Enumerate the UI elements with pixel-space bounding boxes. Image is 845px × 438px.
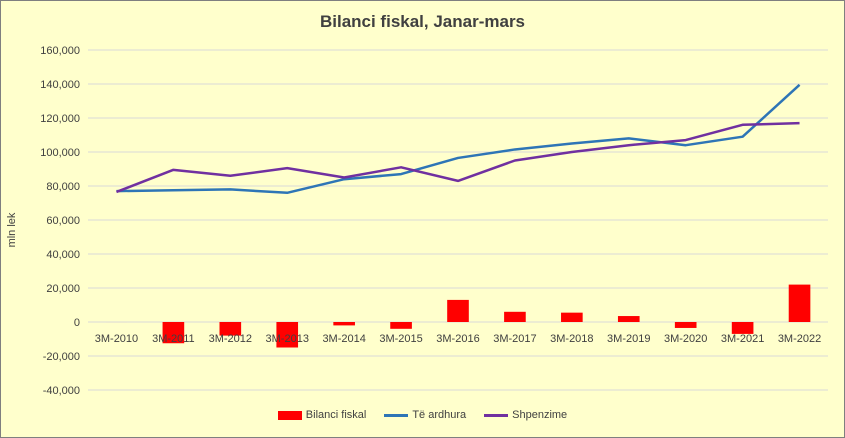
y-tick-label: 60,000 [46, 215, 80, 227]
y-tick-label: 120,000 [40, 113, 80, 125]
x-tick-label: 3M-2018 [550, 333, 593, 345]
bar-3M-2020 [674, 322, 697, 328]
x-tick-label: 3M-2015 [379, 333, 422, 345]
y-tick-label: 20,000 [46, 283, 80, 295]
x-tick-label: 3M-2016 [436, 333, 479, 345]
legend-swatch [484, 413, 509, 417]
y-tick-label: 100,000 [40, 147, 80, 159]
legend-item: Të ardhura [384, 409, 466, 421]
bar-3M-2022 [788, 284, 811, 322]
bar-3M-2015 [390, 322, 412, 329]
line-series-2 [116, 121, 800, 194]
x-tick-label: 3M-2017 [493, 333, 536, 345]
legend-swatch [277, 410, 302, 420]
gridlines [88, 49, 828, 391]
legend-label: Bilanci fiskal [305, 409, 367, 421]
x-tick-label: 3M-2022 [778, 333, 821, 345]
bar-3M-2011 [162, 322, 185, 344]
legend: Bilanci fiskal Të ardhura Shpenzime [0, 409, 845, 421]
legend-label: Të ardhura [412, 409, 467, 421]
y-tick-label: 80,000 [46, 181, 80, 193]
bar-3M-2014 [333, 322, 355, 326]
bar-3M-2018 [561, 312, 583, 322]
y-tick-labels: -40,000 -20,000 0 20,000 40,000 60,000 80,000 1… [40, 45, 80, 397]
x-tick-label: 3M-2013 [266, 333, 309, 345]
x-tick-label: 3M-2014 [322, 333, 365, 345]
y-tick-label: -20,000 [43, 351, 80, 363]
x-tick-label: 3M-2020 [664, 333, 707, 345]
x-tick-label: 3M-2021 [721, 333, 764, 345]
line-series [116, 83, 801, 195]
chart-title: Bilanci fiskal, Janar-mars [319, 12, 526, 31]
x-tick-label: 3M-2011 [152, 333, 195, 345]
bar-series [105, 284, 811, 348]
legend-swatch [384, 413, 409, 417]
bar-3M-2019 [617, 316, 640, 322]
bar-3M-2021 [731, 322, 754, 334]
bar-3M-2013 [276, 322, 299, 348]
y-tick-label: 40,000 [46, 249, 80, 261]
x-tick-labels: 3M-2010 3M-2011 3M-2012 3M-2013 3M-2014 3M-20… [95, 333, 821, 345]
x-tick-label: 3M-2019 [607, 333, 650, 345]
y-tick-label: 160,000 [40, 45, 80, 57]
y-tick-label: 140,000 [40, 79, 80, 91]
bar-3M-2016 [447, 299, 469, 322]
bar-3M-2017 [504, 311, 526, 322]
legend-item: Shpenzime [484, 409, 567, 421]
line-series-1 [116, 83, 801, 195]
x-tick-label: 3M-2012 [209, 333, 252, 345]
y-tick-label: 0 [74, 317, 80, 329]
y-tick-label: -40,000 [43, 385, 80, 397]
legend-item: Bilanci fiskal [277, 409, 367, 421]
legend-label: Shpenzime [512, 409, 568, 421]
bar-3M-2012 [219, 322, 242, 336]
x-tick-label: 3M-2010 [95, 333, 138, 345]
